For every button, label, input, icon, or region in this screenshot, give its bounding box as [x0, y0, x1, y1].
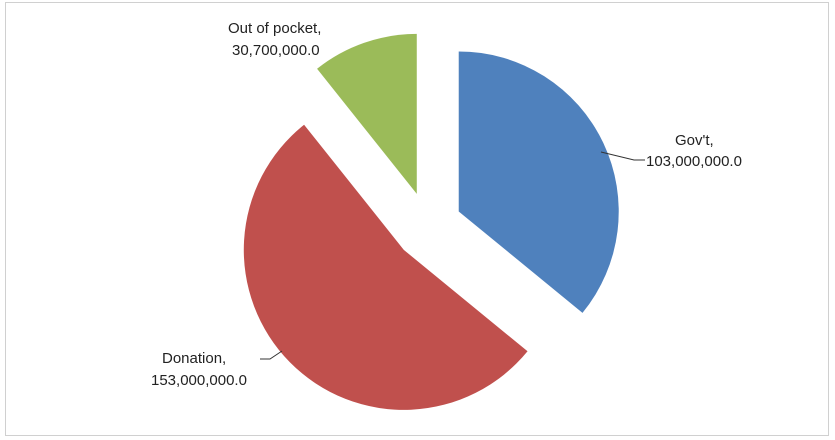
- slice-govt: [458, 51, 619, 313]
- data-label-donation-name: Donation,: [162, 350, 226, 367]
- leader-line-govt: [600, 151, 645, 161]
- slice-outofpocket: [317, 33, 417, 194]
- data-label-govt-name: Gov't,: [675, 132, 714, 149]
- data-label-outofpocket-name: Out of pocket,: [228, 20, 321, 37]
- slice-donation: [243, 124, 528, 410]
- data-label-outofpocket-value: 30,700,000.0: [232, 42, 320, 59]
- data-label-govt-value: 103,000,000.0: [646, 153, 742, 170]
- leader-line-donation: [260, 350, 283, 360]
- data-label-donation-value: 153,000,000.0: [151, 372, 247, 389]
